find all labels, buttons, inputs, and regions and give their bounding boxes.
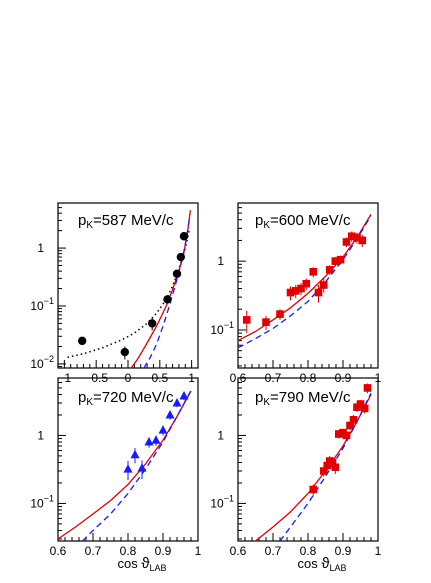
data-point — [358, 236, 367, 245]
panel-title: pK=587 MeV/c — [78, 212, 174, 231]
panel-title: pK=720 MeV/c — [78, 389, 174, 408]
theory-curve-solid — [58, 390, 192, 540]
data-point — [158, 425, 168, 434]
data-point — [123, 464, 133, 473]
data-point — [309, 485, 318, 494]
x-tick-label: 1 — [375, 544, 382, 558]
plot-area: −1 −0.5 0 0.5 110−210−11 — [30, 202, 199, 385]
plot-area: 0.6 0.7 0.8 0.9 1 10−1 1 — [30, 377, 202, 558]
x-tick-label: 0.6 — [230, 544, 247, 558]
panel-587: pK=587 MeV/c −1 −0.5 0 0.5 110−210−11 — [30, 202, 199, 385]
data-point — [172, 398, 182, 407]
data-point — [346, 421, 354, 430]
x-tick-label: 0.7 — [265, 544, 282, 558]
data-point — [165, 409, 175, 419]
data-point — [130, 449, 140, 459]
panel-title: pK=790 MeV/c — [255, 389, 351, 408]
data-point — [328, 458, 337, 467]
x-axis-title-right: cos ϑLAB — [297, 555, 346, 573]
data-point — [335, 430, 343, 438]
data-point — [319, 467, 328, 475]
panel-title: pK=600 MeV/c — [255, 212, 351, 231]
y-tick-label: 1 — [37, 428, 44, 442]
panel-790: pK=790 MeV/c 0.6 0.7 0.8 0.9 1 10−1 1 — [210, 377, 382, 558]
data-point — [179, 232, 189, 241]
data-point — [353, 233, 361, 242]
data-point — [363, 384, 372, 392]
data-point — [331, 463, 340, 472]
theory-curve-solid — [238, 213, 372, 342]
x-axis-title-left: cos ϑLAB — [117, 555, 166, 573]
theory-curve-solid — [255, 394, 372, 541]
panel-600: pK=600 MeV/c 0.6 0.7 0.8 0.9 110−11 — [210, 202, 382, 385]
data-point — [297, 284, 305, 293]
theory-curve-dashed — [82, 390, 192, 541]
plot-area: 0.6 0.7 0.8 0.9 110−11 — [210, 202, 382, 385]
data-point — [163, 295, 172, 304]
data-point — [325, 265, 334, 274]
data-point — [172, 269, 182, 278]
data-point — [336, 255, 345, 264]
data-point — [314, 288, 323, 297]
x-tick-label: 0.9 — [155, 544, 172, 558]
x-tick-label: 0.7 — [85, 544, 102, 558]
data-point — [356, 400, 365, 408]
data-point — [276, 310, 284, 318]
data-point — [360, 404, 369, 413]
y-tick-label: 10−1 — [30, 493, 54, 510]
data-point — [342, 431, 351, 440]
plot-area: 0.6 0.7 0.8 0.9 1 10−1 1 — [210, 377, 382, 558]
data-point — [302, 279, 311, 288]
y-tick-label: 1 — [37, 241, 44, 255]
data-point — [120, 347, 130, 357]
data-point — [144, 437, 154, 446]
data-point — [151, 435, 161, 444]
curves — [238, 213, 372, 349]
data-point — [242, 316, 251, 324]
data-point — [262, 318, 270, 326]
data-point — [147, 319, 157, 328]
panel-720: pK=720 MeV/c 0.6 0.7 0.8 0.9 1 10−1 1 — [30, 377, 202, 558]
data-point — [309, 268, 318, 276]
y-tick-label: 10−1 — [210, 493, 234, 510]
curves — [67, 210, 192, 368]
data-point — [347, 232, 356, 241]
data-point — [179, 391, 189, 400]
x-tick-label: 0.6 — [50, 544, 67, 558]
data-point — [319, 281, 328, 289]
data-point — [349, 415, 358, 424]
data-point — [176, 252, 186, 262]
data-point — [342, 238, 351, 246]
theory-curve-dashed — [238, 215, 372, 349]
data-point — [286, 288, 295, 297]
x-tick-label: 0.8 — [300, 544, 317, 558]
curves — [58, 390, 192, 541]
y-tick-label: 1 — [217, 254, 224, 268]
data-point — [331, 257, 340, 265]
x-tick-label: 1 — [195, 544, 202, 558]
x-tick-label: 0.9 — [335, 544, 352, 558]
y-tick-label: 10−1 — [30, 296, 54, 313]
data-point — [291, 287, 300, 295]
y-tick-label: 10−1 — [210, 320, 234, 337]
y-tick-label: 1 — [217, 428, 224, 442]
data-point — [137, 463, 147, 472]
x-tick-label: 0.8 — [120, 544, 137, 558]
theory-curve-dashed — [143, 216, 191, 368]
y-tick-label: 10−2 — [30, 354, 54, 371]
data-point — [77, 336, 87, 346]
data-point — [323, 461, 332, 470]
theory-curve-dotted — [67, 228, 191, 359]
